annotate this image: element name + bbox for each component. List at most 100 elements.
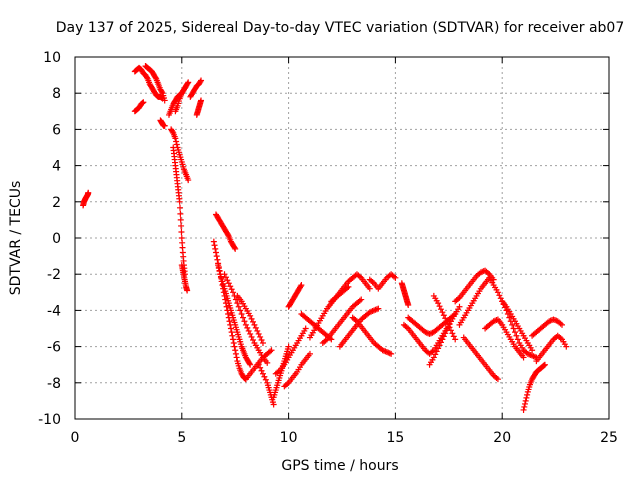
data-point bbox=[158, 88, 165, 95]
y-tick-label: 10 bbox=[43, 50, 61, 66]
data-point bbox=[254, 327, 261, 334]
data-point bbox=[366, 285, 373, 292]
data-point bbox=[184, 287, 191, 294]
data-point bbox=[435, 300, 442, 307]
data-point bbox=[139, 99, 146, 106]
data-point bbox=[255, 330, 262, 337]
data-point bbox=[559, 321, 566, 328]
data-point bbox=[215, 265, 222, 272]
data-point bbox=[230, 289, 237, 296]
data-point bbox=[231, 244, 238, 251]
data-point bbox=[197, 78, 204, 85]
series-s26 bbox=[328, 271, 373, 305]
y-tick-label: 8 bbox=[52, 86, 61, 102]
data-point bbox=[245, 327, 252, 334]
data-point bbox=[257, 364, 264, 371]
data-point bbox=[298, 282, 305, 289]
series-s01 bbox=[80, 189, 92, 209]
series-s19 bbox=[255, 361, 277, 408]
data-point bbox=[234, 300, 241, 307]
data-point bbox=[177, 210, 184, 217]
data-point bbox=[524, 391, 531, 398]
data-point bbox=[216, 268, 223, 275]
data-point bbox=[246, 360, 253, 367]
data-point bbox=[225, 280, 232, 287]
data-point bbox=[509, 321, 516, 328]
data-point bbox=[169, 128, 176, 135]
series-s35 bbox=[430, 292, 459, 343]
y-tick-label: 2 bbox=[52, 195, 61, 211]
data-point bbox=[248, 315, 255, 322]
data-point bbox=[496, 292, 503, 299]
series-s22 bbox=[281, 350, 313, 390]
data-point bbox=[233, 354, 240, 361]
data-point bbox=[240, 314, 247, 321]
series-s17 bbox=[234, 292, 266, 346]
data-point bbox=[198, 77, 205, 84]
data-point bbox=[268, 347, 275, 354]
data-point bbox=[450, 333, 457, 340]
data-point bbox=[173, 141, 180, 148]
data-point bbox=[440, 312, 447, 319]
data-point bbox=[433, 348, 440, 355]
data-point bbox=[185, 177, 192, 184]
data-point bbox=[172, 135, 179, 142]
series-s04 bbox=[131, 99, 147, 115]
data-point bbox=[213, 253, 220, 260]
data-point bbox=[252, 324, 259, 331]
data-point bbox=[514, 336, 521, 343]
x-tick-label: 20 bbox=[493, 430, 511, 446]
data-point bbox=[228, 329, 235, 336]
y-tick-label: 0 bbox=[52, 231, 61, 247]
data-point bbox=[258, 336, 265, 343]
series-s24 bbox=[298, 311, 335, 343]
data-point bbox=[297, 283, 304, 290]
data-point bbox=[442, 315, 449, 322]
data-point bbox=[244, 324, 251, 331]
data-point bbox=[221, 271, 228, 278]
data-point bbox=[215, 262, 222, 269]
data-point bbox=[182, 84, 189, 91]
data-point bbox=[506, 314, 513, 321]
data-point bbox=[522, 397, 529, 404]
data-point bbox=[238, 311, 245, 318]
data-point bbox=[212, 245, 219, 252]
series-s12 bbox=[178, 262, 191, 294]
axes: 0 5 10 15 20 25 -10 -8 -6 -4 -2 0 2 4 6 8 10 bbox=[38, 50, 618, 446]
data-point bbox=[449, 330, 456, 337]
data-point bbox=[250, 336, 256, 343]
data-point bbox=[247, 330, 254, 337]
data-point bbox=[232, 245, 239, 252]
data-point bbox=[563, 343, 570, 350]
data-point bbox=[523, 394, 530, 401]
data-point bbox=[375, 305, 382, 312]
data-point bbox=[230, 339, 237, 346]
data-point bbox=[443, 318, 450, 325]
series-s41 bbox=[499, 298, 536, 354]
data-point bbox=[161, 122, 168, 129]
data-point bbox=[223, 303, 230, 310]
data-point bbox=[452, 336, 459, 343]
data-point bbox=[228, 286, 235, 293]
data-point bbox=[227, 283, 234, 290]
data-point bbox=[248, 333, 255, 340]
data-point bbox=[259, 370, 266, 377]
data-point bbox=[242, 321, 249, 328]
data-point bbox=[212, 249, 219, 256]
data-point bbox=[214, 256, 221, 263]
data-point bbox=[183, 82, 190, 89]
data-point bbox=[436, 342, 443, 349]
data-point bbox=[143, 74, 150, 81]
y-tick-label: -8 bbox=[47, 376, 61, 392]
data-point bbox=[178, 222, 185, 229]
data-point bbox=[494, 376, 501, 383]
data-point bbox=[439, 309, 446, 316]
data-point bbox=[250, 318, 256, 325]
data-point bbox=[388, 350, 395, 357]
data-point bbox=[226, 318, 233, 325]
y-axis-label: SDTVAR / TECUs bbox=[8, 181, 24, 296]
data-point bbox=[177, 204, 184, 211]
data-point bbox=[392, 274, 399, 281]
